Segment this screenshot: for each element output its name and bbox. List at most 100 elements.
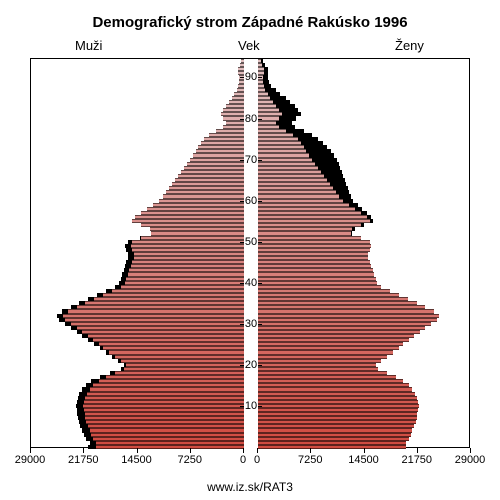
men-row xyxy=(31,404,244,408)
men-row xyxy=(31,367,244,371)
men-row xyxy=(31,383,244,387)
men-row xyxy=(31,248,244,252)
men-row xyxy=(31,207,244,211)
pyramid-chart: Demografický strom Západné Rakúsko 1996 … xyxy=(0,0,500,500)
y-tick-label: 40 xyxy=(244,277,258,289)
women-row xyxy=(258,145,471,149)
men-row xyxy=(31,121,244,125)
women-row xyxy=(258,231,471,235)
y-tick-label: 50 xyxy=(244,236,258,248)
women-row xyxy=(258,84,471,88)
men-row xyxy=(31,240,244,244)
women-row xyxy=(258,445,471,449)
men-row xyxy=(31,71,244,75)
men-row xyxy=(31,162,244,166)
men-panel xyxy=(31,59,244,449)
men-row xyxy=(31,67,244,71)
women-row xyxy=(258,322,471,326)
label-men: Muži xyxy=(75,38,102,53)
men-row xyxy=(31,334,244,338)
women-row xyxy=(258,387,471,391)
men-row xyxy=(31,100,244,104)
women-row xyxy=(258,186,471,190)
men-row xyxy=(31,338,244,342)
women-row xyxy=(258,297,471,301)
women-row xyxy=(258,428,471,432)
women-row xyxy=(258,59,471,63)
women-row xyxy=(258,248,471,252)
women-row xyxy=(258,305,471,309)
x-tick-label: 21750 xyxy=(68,454,99,466)
women-row xyxy=(258,141,471,145)
x-tick-label: 0 xyxy=(254,454,260,466)
women-row xyxy=(258,121,471,125)
men-row xyxy=(31,416,244,420)
women-row xyxy=(258,272,471,276)
men-row xyxy=(31,178,244,182)
women-row xyxy=(258,174,471,178)
men-row xyxy=(31,244,244,248)
women-row xyxy=(258,392,471,396)
women-row xyxy=(258,342,471,346)
women-row xyxy=(258,396,471,400)
women-row xyxy=(258,281,471,285)
women-row xyxy=(258,71,471,75)
men-row xyxy=(31,277,244,281)
women-row xyxy=(258,178,471,182)
men-row xyxy=(31,116,244,120)
men-row xyxy=(31,236,244,240)
x-tick-label: 14500 xyxy=(121,454,152,466)
men-row xyxy=(31,223,244,227)
men-row xyxy=(31,166,244,170)
men-row xyxy=(31,379,244,383)
men-row xyxy=(31,190,244,194)
men-row xyxy=(31,170,244,174)
women-row xyxy=(258,359,471,363)
men-row xyxy=(31,174,244,178)
women-row xyxy=(258,260,471,264)
women-row xyxy=(258,375,471,379)
y-tick-label: 10 xyxy=(244,400,258,412)
women-row xyxy=(258,334,471,338)
source-text: www.iz.sk/RAT3 xyxy=(0,480,500,494)
men-row xyxy=(31,387,244,391)
women-row xyxy=(258,252,471,256)
men-row xyxy=(31,92,244,96)
women-row xyxy=(258,244,471,248)
men-row xyxy=(31,424,244,428)
men-row xyxy=(31,252,244,256)
men-row xyxy=(31,297,244,301)
women-row xyxy=(258,170,471,174)
women-row xyxy=(258,309,471,313)
women-row xyxy=(258,437,471,441)
women-row xyxy=(258,166,471,170)
men-row xyxy=(31,412,244,416)
men-row xyxy=(31,342,244,346)
women-row xyxy=(258,223,471,227)
men-row xyxy=(31,141,244,145)
x-tick-label: 29000 xyxy=(15,454,46,466)
women-row xyxy=(258,420,471,424)
x-tick-label: 14500 xyxy=(348,454,379,466)
women-row xyxy=(258,190,471,194)
women-row xyxy=(258,350,471,354)
women-row xyxy=(258,383,471,387)
men-row xyxy=(31,301,244,305)
men-row xyxy=(31,186,244,190)
x-tick-label: 21750 xyxy=(401,454,432,466)
men-row xyxy=(31,199,244,203)
women-row xyxy=(258,211,471,215)
women-row xyxy=(258,314,471,318)
y-tick-label: 80 xyxy=(244,113,258,125)
men-row xyxy=(31,145,244,149)
women-row xyxy=(258,264,471,268)
women-row xyxy=(258,416,471,420)
men-row xyxy=(31,96,244,100)
women-row xyxy=(258,203,471,207)
women-row xyxy=(258,207,471,211)
women-row xyxy=(258,318,471,322)
men-row xyxy=(31,63,244,67)
men-row xyxy=(31,194,244,198)
chart-title: Demografický strom Západné Rakúsko 1996 xyxy=(0,14,500,31)
men-row xyxy=(31,318,244,322)
